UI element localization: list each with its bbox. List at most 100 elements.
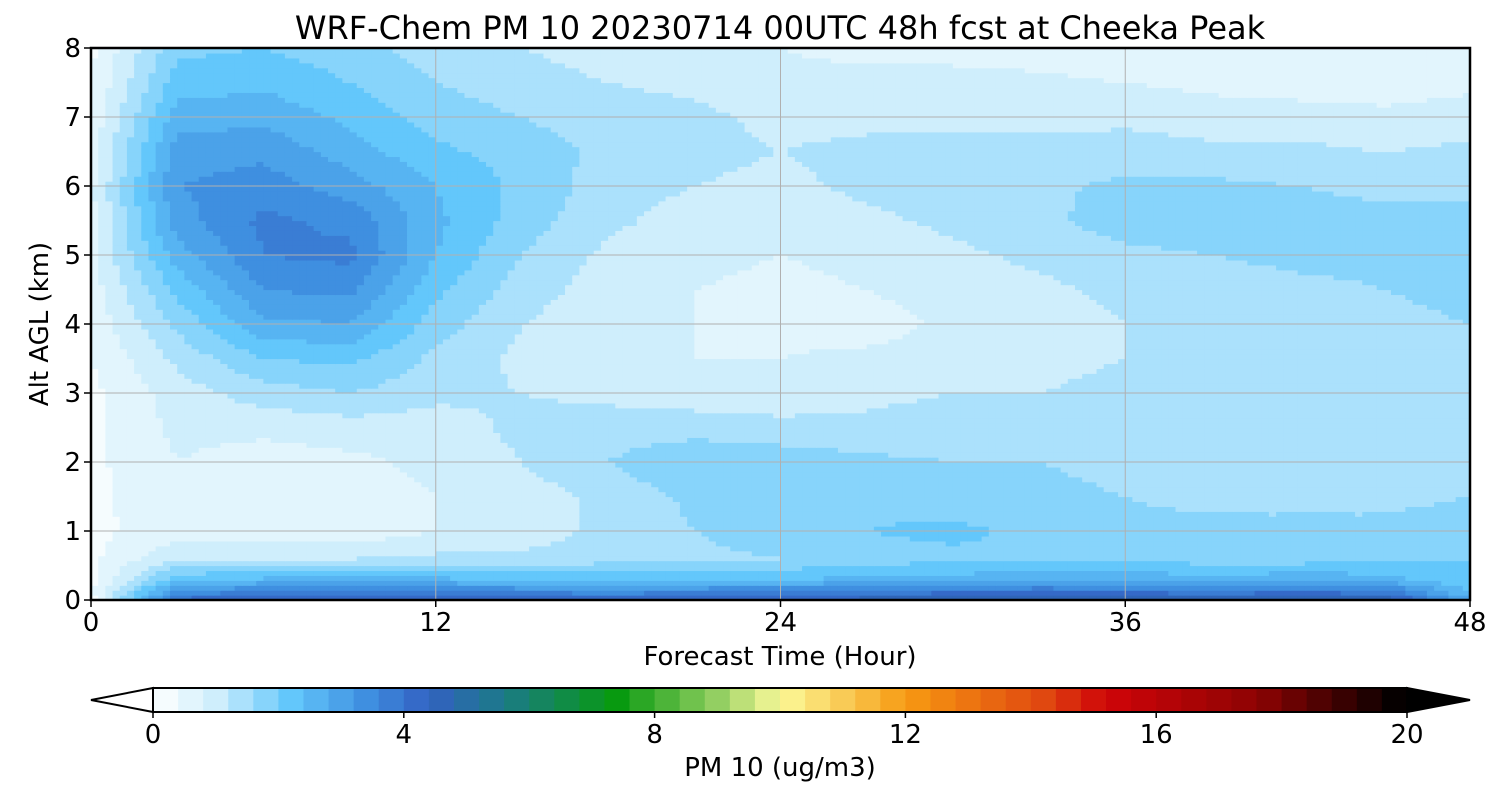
- field-cell: [486, 506, 494, 512]
- field-cell: [730, 506, 738, 512]
- field-cell: [1132, 516, 1140, 522]
- field-cell: [1061, 570, 1069, 576]
- field-cell: [996, 521, 1004, 527]
- field-cell: [852, 472, 860, 478]
- field-cell: [163, 472, 171, 478]
- field-cell: [314, 497, 322, 503]
- field-cell: [113, 585, 121, 591]
- field-cell: [235, 566, 243, 572]
- field-cell: [357, 516, 365, 522]
- field-cell: [1039, 487, 1047, 493]
- field-cell: [1262, 492, 1270, 498]
- field-cell: [342, 487, 350, 493]
- field-cell: [709, 497, 717, 503]
- field-cell: [716, 556, 724, 562]
- field-cell: [148, 516, 156, 522]
- field-cell: [838, 566, 846, 572]
- field-cell: [306, 492, 314, 498]
- field-cell: [838, 551, 846, 557]
- field-cell: [766, 590, 774, 596]
- field-cell: [479, 497, 487, 503]
- field-cell: [1075, 580, 1083, 586]
- field-cell: [587, 551, 595, 557]
- field-cell: [867, 497, 875, 503]
- field-cell: [881, 561, 889, 567]
- field-cell: [170, 556, 178, 562]
- field-cell: [1413, 521, 1421, 527]
- field-cell: [1204, 487, 1212, 493]
- field-cell: [1197, 497, 1205, 503]
- field-cell: [874, 521, 882, 527]
- field-cell: [752, 590, 760, 596]
- field-cell: [1240, 546, 1248, 552]
- field-cell: [1075, 482, 1083, 488]
- field-cell: [1183, 482, 1191, 488]
- field-cell: [235, 585, 243, 591]
- field-cell: [651, 575, 659, 581]
- field-cell: [824, 506, 832, 512]
- field-cell: [472, 556, 480, 562]
- field-cell: [781, 492, 789, 498]
- field-cell: [1190, 585, 1198, 591]
- field-cell: [371, 590, 379, 596]
- field-cell: [522, 482, 530, 488]
- field-cell: [694, 482, 702, 488]
- field-cell: [436, 497, 444, 503]
- field-cell: [658, 556, 666, 562]
- field-cell: [608, 570, 616, 576]
- field-cell: [141, 487, 149, 493]
- field-cell: [1283, 492, 1291, 498]
- field-cell: [931, 501, 939, 507]
- field-cell: [1018, 585, 1026, 591]
- field-cell: [1097, 575, 1105, 581]
- field-cell: [939, 511, 947, 517]
- field-cell: [917, 590, 925, 596]
- field-cell: [701, 590, 709, 596]
- field-cell: [658, 590, 666, 596]
- field-cell: [687, 570, 695, 576]
- field-cell: [802, 580, 810, 586]
- field-cell: [163, 541, 171, 547]
- field-cell: [163, 570, 171, 576]
- field-cell: [974, 536, 982, 542]
- field-cell: [701, 585, 709, 591]
- field-cell: [630, 492, 638, 498]
- field-cell: [1319, 561, 1327, 567]
- field-cell: [1226, 566, 1234, 572]
- field-cell: [479, 531, 487, 537]
- field-cell: [1362, 472, 1370, 478]
- field-cell: [342, 556, 350, 562]
- field-cell: [1046, 511, 1054, 517]
- field-cell: [127, 506, 135, 512]
- field-cell: [263, 556, 271, 562]
- field-cell: [113, 551, 121, 557]
- field-cell: [522, 477, 530, 483]
- field-cell: [1362, 521, 1370, 527]
- field-cell: [1010, 472, 1018, 478]
- field-cell: [156, 551, 164, 557]
- field-cell: [529, 531, 537, 537]
- field-cell: [1326, 497, 1334, 503]
- field-cell: [1312, 561, 1320, 567]
- field-cell: [543, 536, 551, 542]
- field-cell: [414, 477, 422, 483]
- field-cell: [852, 477, 860, 483]
- field-cell: [1125, 566, 1133, 572]
- field-cell: [680, 482, 688, 488]
- field-cell: [342, 497, 350, 503]
- field-cell: [1298, 541, 1306, 547]
- field-cell: [493, 585, 501, 591]
- field-cell: [335, 536, 343, 542]
- field-cell: [730, 477, 738, 483]
- field-cell: [824, 497, 832, 503]
- field-cell: [773, 477, 781, 483]
- field-cell: [1154, 585, 1162, 591]
- field-cell: [464, 551, 472, 557]
- field-cell: [378, 477, 386, 483]
- field-cell: [838, 482, 846, 488]
- field-cell: [163, 585, 171, 591]
- field-cell: [536, 477, 544, 483]
- field-cell: [1010, 521, 1018, 527]
- field-cell: [271, 536, 279, 542]
- field-cell: [630, 556, 638, 562]
